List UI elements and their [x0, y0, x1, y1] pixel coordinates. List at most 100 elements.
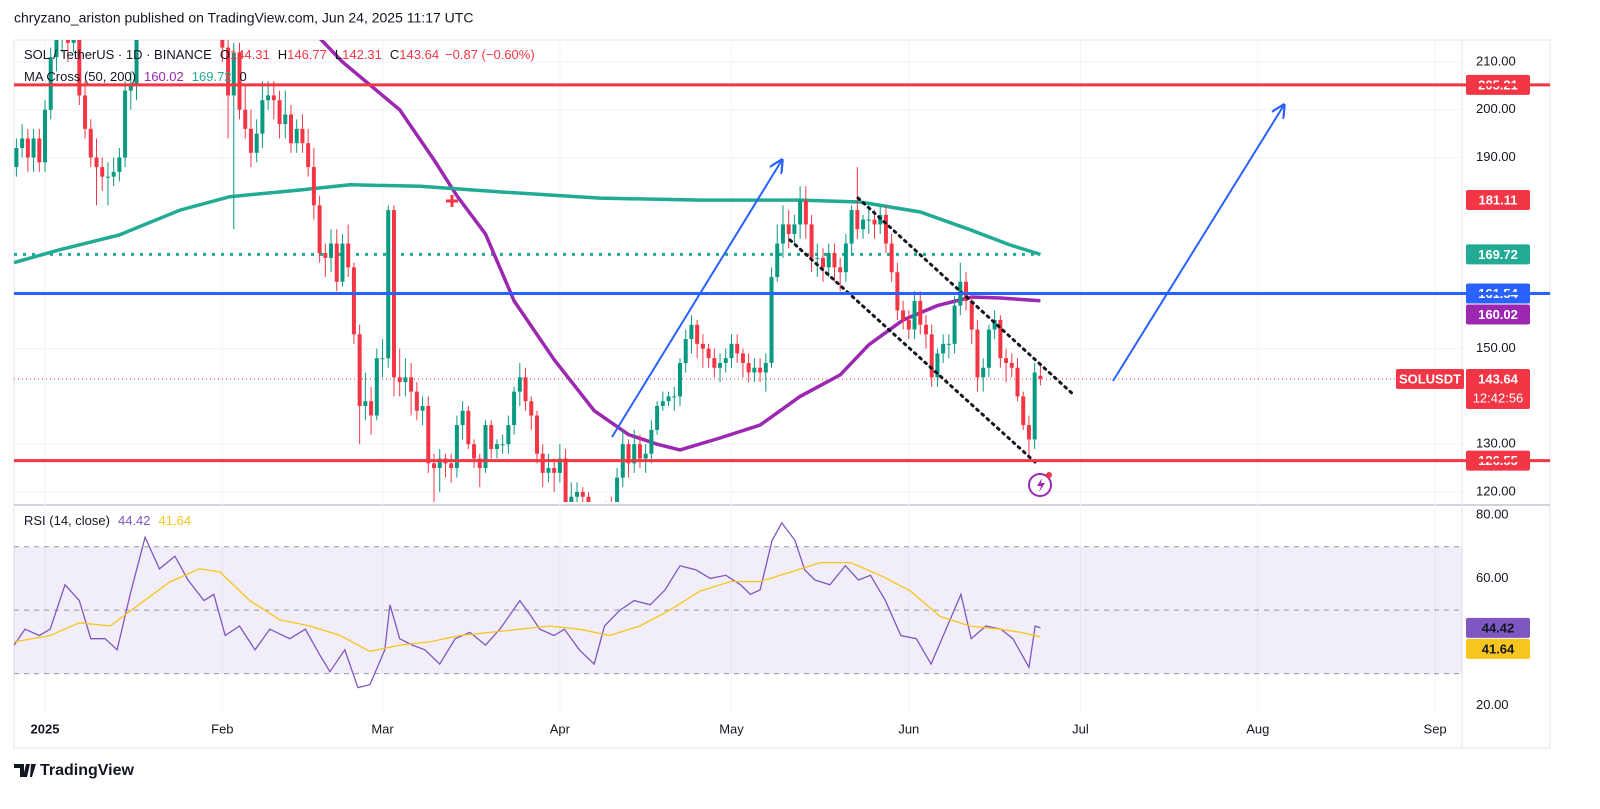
- candle-body: [792, 224, 797, 234]
- candle: [414, 382, 419, 421]
- candle-body: [941, 343, 946, 354]
- candle-body: [483, 425, 488, 469]
- candle: [986, 324, 991, 378]
- candle: [672, 386, 677, 411]
- x-tick-label: Aug: [1246, 721, 1269, 736]
- candle-body: [500, 444, 505, 446]
- candle-body: [111, 171, 116, 177]
- candle-body: [460, 410, 465, 426]
- candle-body: [946, 343, 951, 345]
- candle: [689, 315, 694, 354]
- candle: [351, 262, 356, 344]
- rsi-tick-label: 80.00: [1476, 506, 1509, 521]
- candle: [712, 348, 717, 378]
- candle: [683, 329, 688, 373]
- candle-body: [546, 468, 551, 473]
- candle-body: [71, 40, 76, 43]
- legend-part: H: [278, 47, 287, 62]
- candle-body: [712, 358, 717, 368]
- candle: [649, 420, 654, 464]
- candle-body: [380, 358, 385, 360]
- candle: [432, 453, 437, 502]
- candle: [226, 40, 231, 139]
- candle-body: [706, 348, 711, 359]
- candle: [952, 296, 957, 354]
- rsi-value-box: [1466, 617, 1530, 638]
- candle-body: [563, 458, 568, 502]
- rsi-line: [14, 561, 1041, 653]
- legend-part: 44.42: [118, 513, 151, 528]
- legend-part: −0.87 (−0.60%): [445, 47, 535, 62]
- candle-body: [534, 415, 539, 454]
- candle-body: [672, 396, 677, 398]
- candle: [838, 257, 843, 292]
- candle: [923, 315, 928, 349]
- x-tick-label: May: [719, 721, 744, 736]
- candle-body: [803, 200, 808, 225]
- candle-body: [134, 40, 139, 86]
- channel-line: [856, 196, 1077, 398]
- logo-mark: [14, 764, 36, 777]
- candle: [546, 453, 551, 483]
- candle: [746, 353, 751, 383]
- x-tick-label: Feb: [211, 721, 233, 736]
- symbol-box: [1396, 369, 1464, 390]
- legend-part: C: [390, 47, 399, 62]
- candle-body: [277, 100, 282, 125]
- candle-body: [632, 444, 637, 464]
- candle: [489, 420, 494, 459]
- legend-part: 143.64: [399, 47, 439, 62]
- price-label-box: [1466, 190, 1530, 211]
- candle-body: [260, 100, 265, 134]
- candle: [735, 334, 740, 363]
- candle: [83, 81, 88, 139]
- candle-body: [821, 257, 826, 268]
- candle: [758, 358, 763, 383]
- candle: [786, 210, 791, 249]
- candle-body: [20, 138, 25, 148]
- candle: [363, 372, 368, 421]
- candle-body: [752, 367, 757, 373]
- candle-body: [357, 334, 362, 406]
- moving-average: [14, 183, 1041, 265]
- legend-part: L: [335, 47, 342, 62]
- candle: [1004, 348, 1009, 383]
- candle-body: [649, 429, 654, 454]
- candle: [866, 205, 871, 234]
- candle: [1038, 364, 1043, 386]
- candle-body: [409, 377, 414, 392]
- candle-body: [575, 491, 580, 497]
- candle-body: [929, 334, 934, 378]
- candle: [369, 386, 374, 435]
- candle-body: [226, 47, 231, 96]
- candle-body: [952, 305, 957, 344]
- candle: [615, 468, 620, 502]
- y-tick-label: 130.00: [1476, 436, 1516, 451]
- candle-body: [769, 276, 774, 363]
- legend-part: SOL / TetherUS · 1D · BINANCE: [24, 47, 212, 62]
- candle-body: [912, 300, 917, 330]
- candle: [906, 310, 911, 340]
- candle: [552, 458, 557, 492]
- candle: [506, 415, 511, 454]
- candle-body: [43, 109, 48, 163]
- candle: [277, 90, 282, 139]
- candle-body: [403, 377, 408, 383]
- candle-body: [809, 224, 814, 258]
- candle: [100, 157, 105, 191]
- candle: [472, 439, 477, 469]
- candle: [294, 119, 299, 153]
- candle-body: [266, 95, 271, 101]
- candle: [512, 386, 517, 435]
- candle-body: [351, 267, 356, 335]
- symbol-label: SOLUSDT: [1399, 371, 1461, 386]
- candle: [969, 296, 974, 344]
- candle: [775, 224, 780, 282]
- candle: [540, 444, 545, 488]
- countdown-label: 12:42:56: [1473, 390, 1524, 405]
- candle-body: [254, 133, 259, 153]
- candle-body: [964, 281, 969, 301]
- candle: [323, 243, 328, 277]
- candle: [65, 40, 70, 62]
- candle-body: [426, 405, 431, 464]
